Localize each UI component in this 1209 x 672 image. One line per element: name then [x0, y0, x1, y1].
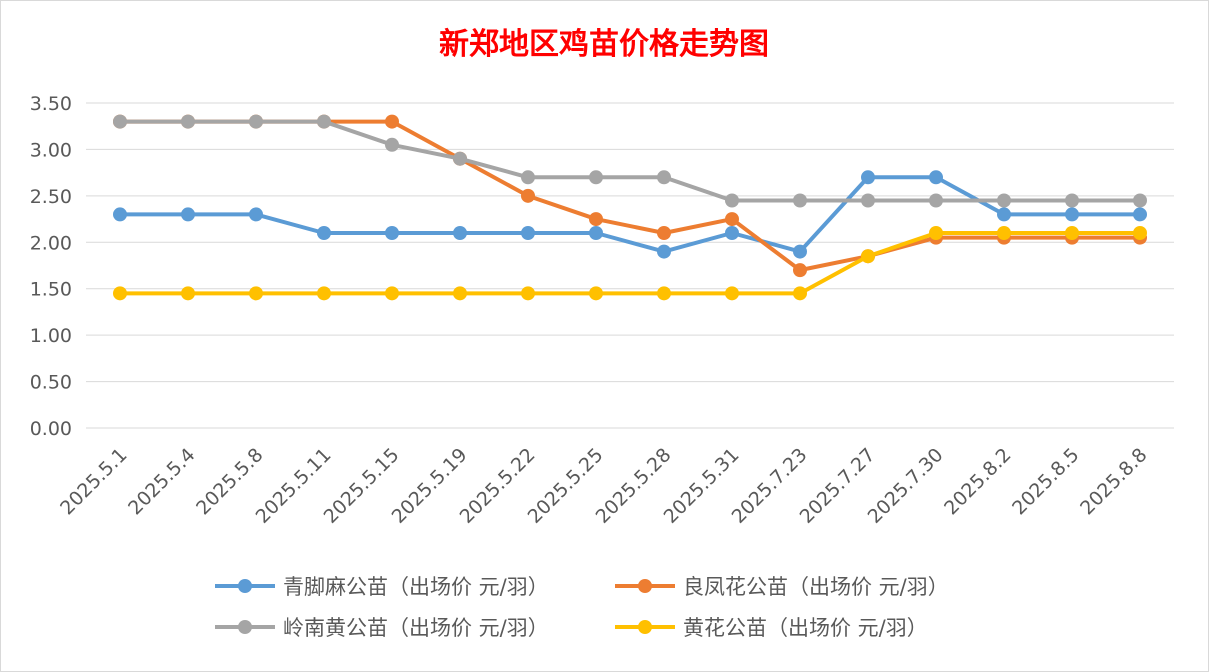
- data-point: [181, 207, 195, 222]
- data-point: [657, 226, 671, 240]
- legend-item: 良凤花公苗（出场价 元/羽）: [615, 575, 949, 599]
- data-point: [589, 286, 603, 301]
- data-point: [725, 286, 739, 301]
- data-point: [861, 193, 875, 208]
- data-point: [385, 137, 399, 152]
- data-point: [793, 263, 807, 278]
- legend-label: 黄花公苗（出场价 元/羽）: [683, 616, 928, 640]
- gridlines: [86, 102, 1174, 429]
- series-lines: [113, 114, 1147, 301]
- y-tick-label: 1.00: [30, 325, 72, 347]
- data-point: [113, 286, 127, 301]
- chart-title: 新郑地区鸡苗价格走势图: [439, 27, 769, 62]
- legend-marker: [638, 620, 652, 634]
- series-line: [118, 231, 1142, 296]
- data-point: [1133, 226, 1147, 240]
- data-point: [181, 114, 195, 129]
- data-point: [1133, 207, 1147, 222]
- data-point: [1133, 193, 1147, 208]
- x-tick-label: 2025.5.4: [124, 444, 199, 519]
- y-tick-label: 0.50: [30, 372, 72, 394]
- data-point: [249, 207, 263, 222]
- data-point: [589, 226, 603, 240]
- legend-label: 良凤花公苗（出场价 元/羽）: [683, 575, 949, 599]
- legend-item: 黄花公苗（出场价 元/羽）: [615, 616, 928, 640]
- y-tick-label: 3.00: [30, 139, 72, 161]
- series-4: [113, 226, 1147, 301]
- data-point: [385, 114, 399, 129]
- legend-marker: [238, 579, 252, 593]
- data-point: [521, 286, 535, 301]
- y-tick-label: 3.50: [30, 93, 72, 115]
- data-point: [453, 226, 467, 240]
- data-point: [657, 170, 671, 185]
- data-point: [317, 226, 331, 240]
- y-tick-label: 1.50: [30, 279, 72, 301]
- y-tick-label: 0.00: [30, 418, 72, 440]
- data-point: [793, 286, 807, 301]
- data-point: [997, 207, 1011, 222]
- data-point: [453, 151, 467, 166]
- data-point: [589, 170, 603, 185]
- data-point: [589, 212, 603, 227]
- data-point: [385, 286, 399, 301]
- y-tick-label: 2.00: [30, 232, 72, 254]
- series-3: [113, 114, 1147, 208]
- data-point: [793, 193, 807, 208]
- data-point: [317, 114, 331, 129]
- series-line: [118, 175, 1142, 254]
- data-point: [521, 188, 535, 203]
- data-point: [113, 114, 127, 129]
- data-point: [657, 244, 671, 259]
- data-point: [521, 170, 535, 185]
- x-axis-ticks: 2025.5.12025.5.42025.5.82025.5.112025.5.…: [56, 444, 1151, 528]
- data-point: [113, 207, 127, 222]
- data-point: [793, 244, 807, 259]
- x-tick-label: 2025.8.8: [1076, 444, 1151, 519]
- data-point: [249, 286, 263, 301]
- data-point: [181, 286, 195, 301]
- series-1: [113, 170, 1147, 259]
- data-point: [725, 193, 739, 208]
- data-point: [521, 226, 535, 240]
- x-tick-label: 2025.5.1: [56, 444, 131, 519]
- data-point: [1065, 207, 1079, 222]
- data-point: [725, 226, 739, 240]
- data-point: [249, 114, 263, 129]
- y-tick-label: 2.50: [30, 186, 72, 208]
- data-point: [725, 212, 739, 227]
- x-tick-label: 2025.8.5: [1008, 444, 1083, 519]
- legend-label: 青脚麻公苗（出场价 元/羽）: [283, 575, 549, 599]
- data-point: [929, 226, 943, 240]
- data-point: [1065, 226, 1079, 240]
- data-point: [861, 249, 875, 264]
- data-point: [385, 226, 399, 240]
- legend-marker: [238, 620, 252, 634]
- legend-marker: [638, 579, 652, 593]
- legend-item: 岭南黄公苗（出场价 元/羽）: [215, 616, 549, 640]
- series-line: [118, 119, 1142, 203]
- data-point: [929, 193, 943, 208]
- x-tick-label: 2025.8.2: [940, 444, 1015, 519]
- data-point: [997, 226, 1011, 240]
- legend-label: 岭南黄公苗（出场价 元/羽）: [283, 616, 549, 640]
- data-point: [997, 193, 1011, 208]
- data-point: [657, 286, 671, 301]
- data-point: [453, 286, 467, 301]
- data-point: [929, 170, 943, 185]
- data-point: [317, 286, 331, 301]
- legend-item: 青脚麻公苗（出场价 元/羽）: [215, 575, 549, 599]
- y-axis-ticks: 0.00 0.50 1.00 1.50 2.00 2.50 3.00 3.50: [30, 93, 72, 440]
- legend: 青脚麻公苗（出场价 元/羽） 良凤花公苗（出场价 元/羽） 岭南黄公苗（出场价 元/…: [215, 575, 949, 640]
- data-point: [1065, 193, 1079, 208]
- data-point: [861, 170, 875, 185]
